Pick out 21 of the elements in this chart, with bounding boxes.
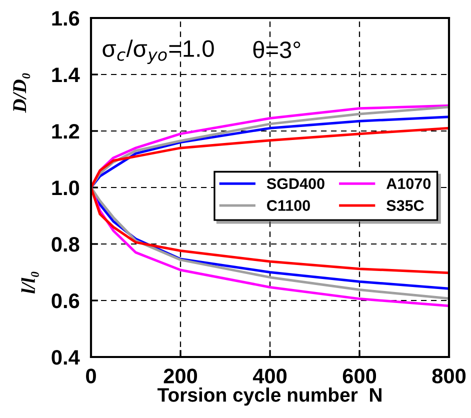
x-tick-label: 200 — [164, 368, 198, 384]
x-axis-title: Torsion cycle number N — [157, 388, 382, 406]
y-tick-label: 0.4 — [52, 350, 80, 365]
y-tick-label: 0.6 — [52, 294, 80, 308]
legend-label: S35C — [386, 200, 424, 211]
y-axis-title: D/D₀ — [13, 73, 30, 113]
x-tick-label: 600 — [342, 368, 376, 384]
y-tick-label: 0.8 — [52, 237, 80, 252]
text: l/l₀ — [21, 272, 39, 294]
y-tick-label: 1.4 — [52, 68, 80, 82]
annotation: θ=3° — [253, 40, 300, 58]
x-tick-label: 400 — [252, 368, 287, 384]
legend-label: A1070 — [386, 178, 431, 190]
y-tick-label: 1.6 — [52, 11, 80, 26]
annotation: σ$_{c}$/σ$_{yo}$=1.0 — [102, 40, 214, 64]
legend-label: SGD400 — [266, 178, 324, 190]
y-tick-label: 1.2 — [52, 124, 80, 139]
y-tick-label: 1.0 — [52, 180, 80, 196]
legend-label: C1100 — [267, 200, 310, 211]
x-tick-label: 0 — [86, 368, 96, 384]
x-tick-label: 800 — [432, 368, 466, 384]
